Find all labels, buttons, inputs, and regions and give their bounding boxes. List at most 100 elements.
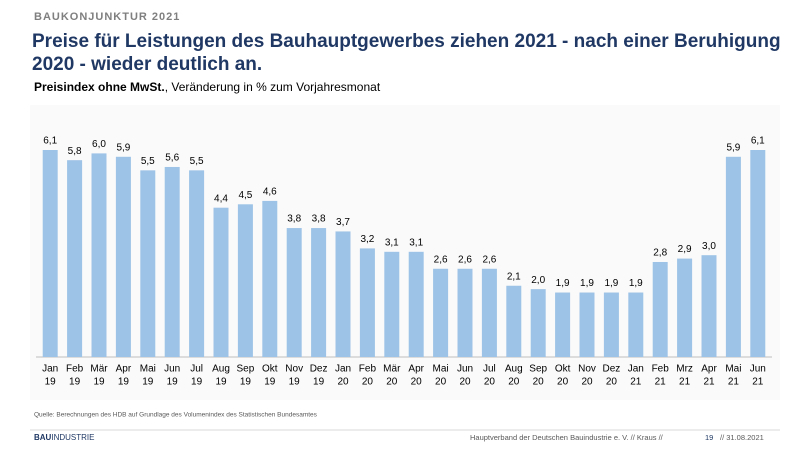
bar [237,204,253,357]
bar [506,285,522,357]
x-tick-label: Mai [725,364,741,375]
subtitle: Preisindex ohne MwSt., Veränderung in % … [34,80,381,94]
x-tick-label: Mär [90,364,108,375]
x-tick-label: 20 [435,377,447,388]
value-label: 2,6 [482,254,496,265]
x-tick-label: 20 [411,377,423,388]
bar [652,261,668,357]
x-tick-label: 19 [167,377,179,388]
bar [481,268,497,357]
value-label: 4,6 [263,187,277,198]
bar [67,160,83,357]
bar [213,207,229,357]
value-label: 6,0 [92,139,106,150]
x-tick-label: Okt [555,364,571,375]
subtitle-rest: , Veränderung in % zum Vorjahresmonat [165,80,381,94]
x-tick-label: 20 [533,377,545,388]
x-tick-label: Mär [383,364,401,375]
x-tick-label: 19 [45,377,57,388]
value-label: 3,1 [385,237,399,248]
bar [530,289,546,357]
footer-text: Hauptverband der Deutschen Bauindustrie … [470,433,664,442]
x-tick-label: 19 [240,377,252,388]
bar [579,292,595,357]
x-tick-label: 21 [728,377,740,388]
bar [311,228,327,357]
value-label: 5,9 [726,142,740,153]
x-tick-label: Aug [212,364,230,375]
bar [677,258,693,357]
x-tick-label: Jan [42,364,58,375]
x-tick-label: 19 [142,377,154,388]
value-label: 3,2 [360,234,374,245]
value-label: 6,1 [751,136,765,147]
x-tick-label: 21 [679,377,691,388]
x-tick-label: Jan [335,364,351,375]
bar [115,156,131,357]
bar [140,170,156,357]
bar [701,255,717,357]
x-tick-label: Feb [359,364,377,375]
bar [384,251,400,357]
x-tick-label: 20 [337,377,349,388]
value-label: 1,9 [580,278,594,289]
x-tick-label: 19 [93,377,105,388]
x-tick-label: 20 [508,377,520,388]
value-label: 2,6 [434,254,448,265]
value-label: 2,9 [678,244,692,255]
value-label: 4,5 [238,190,252,201]
source: Quelle: Berechnungen des HDB auf Grundla… [34,412,318,419]
bar [262,200,278,357]
value-label: 5,5 [141,156,155,167]
bar [408,251,424,357]
x-tick-label: Jan [628,364,644,375]
x-tick-label: Jul [190,364,203,375]
chart-title: Preise für Leistungen des Bauhauptgewerb… [32,31,781,75]
page-number: 19 [705,433,713,442]
x-tick-label: 20 [484,377,496,388]
x-tick-label: 19 [191,377,203,388]
x-tick-label: Mai [140,364,156,375]
value-label: 1,9 [629,278,643,289]
x-tick-label: 20 [606,377,618,388]
x-tick-label: Apr [116,364,132,375]
value-label: 3,8 [312,214,326,225]
value-label: 2,8 [653,248,667,259]
x-tick-label: Sep [237,364,255,375]
value-label: 2,6 [458,254,472,265]
x-tick-label: Mrz [676,364,693,375]
x-tick-label: 19 [289,377,301,388]
logo-bau: BAU [34,433,52,442]
x-tick-label: 21 [655,377,667,388]
value-label: 1,9 [556,278,570,289]
x-tick-label: Dez [310,364,328,375]
bar [335,231,351,357]
logo: BAUINDUSTRIE [34,433,94,442]
value-label: 2,0 [531,275,545,286]
x-tick-label: 21 [752,377,764,388]
title-box: Preise für Leistungen des Bauhauptgewerb… [32,31,781,75]
bar [628,292,644,357]
x-tick-label: 19 [69,377,81,388]
x-tick-label: 20 [581,377,593,388]
header: BAUKONJUNKTUR 2021 [34,11,180,23]
x-tick-label: Sep [529,364,547,375]
value-label: 6,1 [43,136,57,147]
x-tick-label: Jul [483,364,496,375]
x-tick-label: Dez [603,364,621,375]
x-tick-label: 21 [630,377,642,388]
bar [457,268,473,357]
x-tick-label: 19 [118,377,130,388]
x-tick-label: Jun [457,364,473,375]
subtitle-bold: Preisindex ohne MwSt. [34,80,165,94]
value-label: 5,5 [190,156,204,167]
x-tick-label: Feb [652,364,670,375]
bar [42,150,58,357]
value-label: 3,7 [336,217,350,228]
bar [164,166,180,357]
bar [286,228,302,357]
value-label: 3,1 [409,237,423,248]
x-tick-label: 21 [703,377,715,388]
